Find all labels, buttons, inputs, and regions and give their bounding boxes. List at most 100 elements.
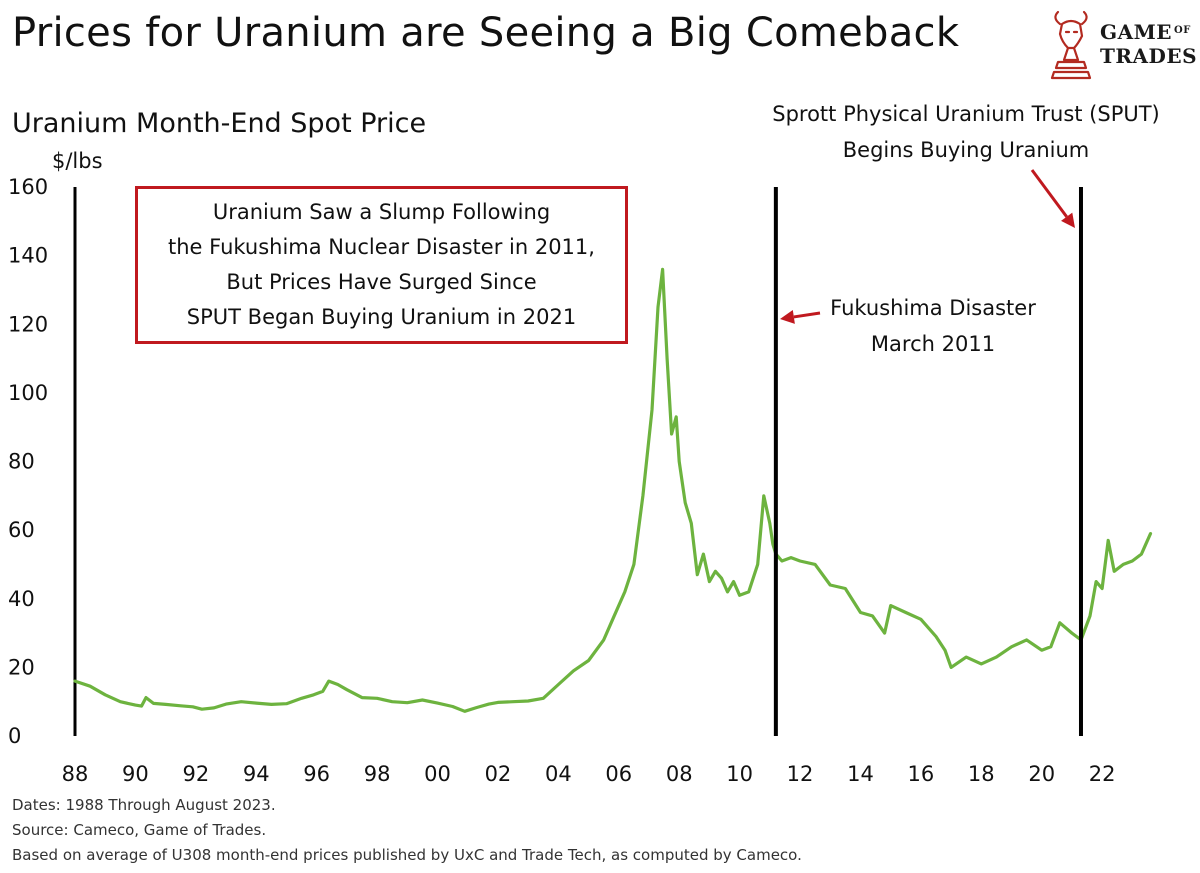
sput-arrow <box>1030 169 1075 228</box>
data-point <box>285 702 288 705</box>
data-point <box>1050 646 1052 648</box>
data-point <box>89 685 91 687</box>
data-point <box>270 703 273 706</box>
data-point <box>572 670 575 672</box>
x-axis-ticks: 88 90 92 94 96 98 00 02 04 06 08 10 12 14 16 18 20 22 <box>62 762 1116 786</box>
data-point <box>225 703 227 705</box>
x-tick-label: 00 <box>424 762 451 786</box>
data-point <box>624 591 626 593</box>
data-point <box>944 649 946 651</box>
data-point <box>527 700 529 702</box>
x-tick-label: 18 <box>968 762 995 786</box>
data-point <box>1122 563 1125 566</box>
series-layer <box>73 267 1153 713</box>
brand-word-of: of <box>1173 25 1191 36</box>
fukushima-label-1: Fukushima Disaster <box>830 296 1036 320</box>
data-point <box>883 632 886 634</box>
y-tick-label: 120 <box>8 312 48 336</box>
marker-layer <box>773 187 1083 736</box>
data-point <box>321 690 324 693</box>
callout-line-2: the Fukushima Nuclear Disaster in 2011, <box>168 235 595 259</box>
data-point <box>164 703 167 706</box>
x-tick-label: 08 <box>666 762 693 786</box>
data-point <box>476 706 478 709</box>
y-tick-label: 60 <box>8 518 35 542</box>
sput-annotation: Sprott Physical Uranium Trust (SPUT) Beg… <box>740 96 1192 168</box>
y-axis-ticks: 0 20 40 60 80 100 120 140 160$/lbs <box>8 149 103 748</box>
data-point <box>213 707 215 709</box>
y-tick-label: 20 <box>8 655 35 679</box>
data-point <box>557 683 560 686</box>
data-point <box>140 705 143 707</box>
x-tick-label: 16 <box>908 762 935 786</box>
data-point <box>772 543 774 545</box>
data-point <box>361 696 363 699</box>
x-tick-label: 10 <box>726 762 753 786</box>
x-tick-label: 90 <box>122 762 149 786</box>
data-point <box>726 591 729 593</box>
data-point <box>889 604 892 607</box>
x-tick-label: 96 <box>303 762 330 786</box>
sput-label-1: Sprott Physical Uranium Trust (SPUT) <box>772 102 1160 126</box>
data-point <box>675 416 677 418</box>
data-point <box>497 701 499 704</box>
data-point <box>920 618 922 621</box>
data-point <box>769 522 771 525</box>
x-tick-label: 12 <box>787 762 814 786</box>
data-point <box>781 560 783 562</box>
data-point <box>714 570 717 573</box>
data-point <box>935 635 937 638</box>
y-tick-label: 0 <box>8 724 21 748</box>
data-point <box>406 701 409 704</box>
chart-title: Uranium Month-End Spot Price <box>12 108 427 139</box>
y-tick-label: 40 <box>8 587 35 611</box>
data-point <box>436 702 439 704</box>
page-title: Prices for Uranium are Seeing a Big Come… <box>12 10 960 56</box>
brand-logo: Game of Trades <box>1044 4 1198 84</box>
data-point <box>1113 570 1115 573</box>
x-tick-label: 04 <box>545 762 572 786</box>
x-tick-label: 06 <box>605 762 632 786</box>
data-point <box>814 563 816 566</box>
data-point <box>684 501 686 504</box>
data-point <box>134 704 137 706</box>
data-point <box>346 688 348 691</box>
data-point <box>74 680 76 682</box>
data-point <box>1059 622 1061 624</box>
data-point <box>708 580 711 583</box>
data-point <box>1140 553 1143 555</box>
brand-word-game: Game <box>1100 20 1172 44</box>
data-point <box>312 694 315 696</box>
bull-knight-icon <box>1050 10 1092 80</box>
data-point <box>720 577 723 579</box>
y-axis-label: $/lbs <box>52 149 103 173</box>
callout-line-4: SPUT Began Buying Uranium in 2021 <box>186 305 577 329</box>
data-point <box>587 659 590 662</box>
fukushima-arrow-head <box>780 310 795 324</box>
data-point <box>1101 587 1103 590</box>
data-point <box>255 702 258 704</box>
data-point <box>844 587 847 590</box>
data-point <box>1095 580 1097 583</box>
callout-line-1: Uranium Saw a Slump Following <box>212 200 551 224</box>
y-tick-label: 160 <box>8 175 48 199</box>
data-point <box>980 663 983 665</box>
fukushima-arrow-shaft <box>793 311 821 319</box>
data-point <box>756 563 759 566</box>
data-point <box>670 433 673 435</box>
sput-label-2: Begins Buying Uranium <box>842 138 1090 162</box>
data-point <box>1149 532 1152 535</box>
footnote-dates: Dates: 1988 Through August 2023. <box>12 796 276 814</box>
data-point <box>119 700 122 703</box>
data-point <box>192 706 194 708</box>
data-point <box>1089 615 1091 617</box>
x-tick-label: 14 <box>847 762 874 786</box>
data-point <box>512 700 514 703</box>
data-point <box>1107 539 1109 542</box>
brand-word-trades: Trades <box>1100 44 1198 68</box>
data-point <box>145 696 147 699</box>
fukushima-label-2: March 2011 <box>870 332 996 356</box>
data-point <box>152 702 155 705</box>
arrow-layer <box>780 169 1075 324</box>
